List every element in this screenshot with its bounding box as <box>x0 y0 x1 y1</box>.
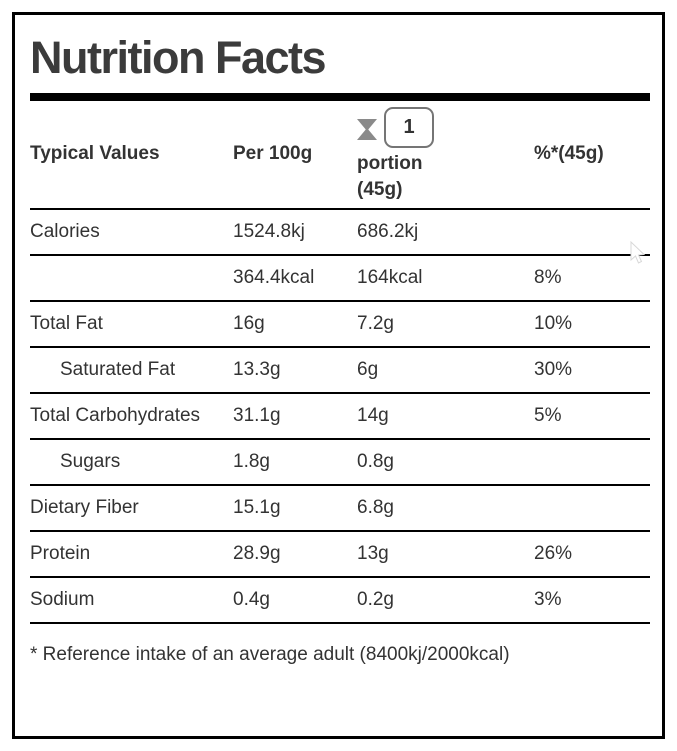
table-row-dietary-fiber: Dietary Fiber 15.1g 6.8g <box>30 485 650 532</box>
nutrition-facts-title: Nutrition Facts <box>30 32 327 83</box>
row-label: Protein <box>30 543 91 565</box>
row-label: Calories <box>30 221 100 243</box>
per-portion-value: 164kcal <box>357 267 423 289</box>
column-header-percent-ri: %*(45g) <box>534 142 604 164</box>
percent-value: 10% <box>534 313 573 335</box>
per-100g-value: 15.1g <box>233 497 281 519</box>
portion-count-input[interactable] <box>384 107 434 148</box>
row-label <box>30 255 233 301</box>
per-100g-value: 364.4kcal <box>233 267 315 289</box>
column-header-portion: portion (45g) <box>357 101 534 209</box>
title-divider-bar <box>30 93 650 101</box>
percent-value: 30% <box>534 359 573 381</box>
percent-value: 5% <box>534 405 562 427</box>
reference-intake-footnote: * Reference intake of an average adult (… <box>30 644 510 666</box>
per-100g-value: 0.4g <box>233 589 270 611</box>
per-portion-value: 13g <box>357 543 389 565</box>
chevron-down-icon <box>357 118 377 146</box>
per-portion-value: 14g <box>357 405 389 427</box>
table-row-sugars: Sugars 1.8g 0.8g <box>30 439 650 486</box>
table-row-total-fat: Total Fat 16g 7.2g 10% <box>30 301 650 348</box>
row-label: Saturated Fat <box>60 359 176 381</box>
per-portion-value: 6.8g <box>357 497 394 519</box>
portion-spinner <box>357 107 526 148</box>
per-100g-value: 16g <box>233 313 265 335</box>
percent-value <box>534 485 650 531</box>
percent-value <box>534 439 650 485</box>
portion-label-line2: (45g) <box>357 178 403 200</box>
per-100g-value: 1524.8kj <box>233 221 305 243</box>
table-row-total-carbohydrates: Total Carbohydrates 31.1g 14g 5% <box>30 393 650 440</box>
per-portion-value: 0.8g <box>357 451 394 473</box>
per-100g-value: 31.1g <box>233 405 281 427</box>
per-portion-value: 686.2kj <box>357 221 419 243</box>
column-header-per-100g: Per 100g <box>233 142 313 164</box>
table-row-kcal: 364.4kcal 164kcal 8% <box>30 255 650 302</box>
table-row-saturated-fat: Saturated Fat 13.3g 6g 30% <box>30 347 650 394</box>
percent-value <box>534 209 650 255</box>
nutrition-facts-panel: Nutrition Facts Typical Values Per 100g … <box>12 12 665 739</box>
portion-label-line1: portion <box>357 153 423 174</box>
per-portion-value: 0.2g <box>357 589 394 611</box>
column-header-typical-values: Typical Values <box>30 142 160 164</box>
percent-value: 3% <box>534 589 562 611</box>
per-100g-value: 28.9g <box>233 543 281 565</box>
row-label: Total Carbohydrates <box>30 405 201 427</box>
row-label: Dietary Fiber <box>30 497 139 519</box>
nutrition-table: Typical Values Per 100g portion (45g) %*… <box>30 101 650 624</box>
row-label: Total Fat <box>30 313 103 335</box>
row-label: Sugars <box>60 451 121 473</box>
table-row-calories: Calories 1524.8kj 686.2kj <box>30 209 650 256</box>
row-label: Sodium <box>30 589 95 611</box>
percent-value: 8% <box>534 267 562 289</box>
per-100g-value: 1.8g <box>233 451 270 473</box>
per-portion-value: 6g <box>357 359 379 381</box>
percent-value: 26% <box>534 543 573 565</box>
table-row-protein: Protein 28.9g 13g 26% <box>30 531 650 578</box>
table-header-row: Typical Values Per 100g portion (45g) %*… <box>30 101 650 210</box>
per-portion-value: 7.2g <box>357 313 394 335</box>
portion-decrement-button[interactable] <box>357 118 377 146</box>
per-100g-value: 13.3g <box>233 359 281 381</box>
spinner-arrows <box>357 112 377 146</box>
table-row-sodium: Sodium 0.4g 0.2g 3% <box>30 577 650 624</box>
